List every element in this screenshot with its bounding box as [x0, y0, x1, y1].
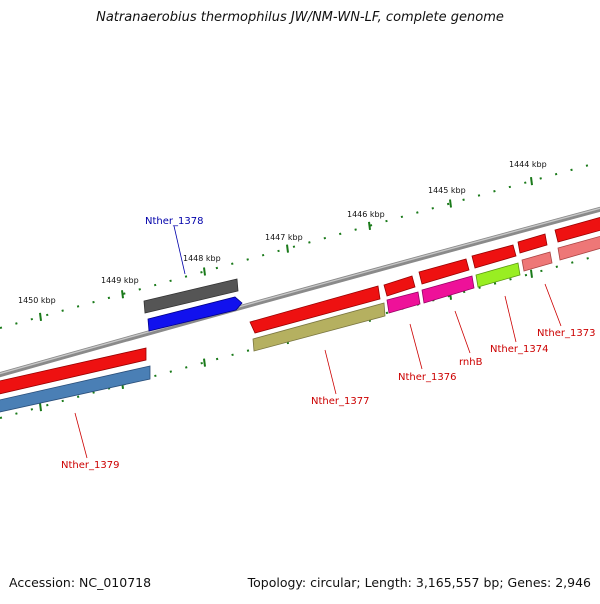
cds-nther-1376[interactable]	[386, 291, 421, 314]
cds-nther-1372[interactable]	[557, 235, 600, 261]
gene-nther-1378-grey[interactable]	[143, 278, 239, 314]
major-tick	[203, 267, 206, 276]
major-tick	[39, 403, 42, 412]
gene-label-nther-1379[interactable]: Nther_1379	[61, 460, 119, 471]
accession-text: Accession: NC_010718	[9, 575, 152, 590]
major-tick	[368, 221, 371, 231]
gene-nther-1374[interactable]	[471, 244, 517, 269]
cds-nther-1377[interactable]	[252, 302, 386, 352]
gene-label-nther-1374[interactable]: Nther_1374	[490, 344, 548, 355]
tick-label-1446: 1446 kbp	[347, 210, 385, 219]
gene-label-nther-1377[interactable]: Nther_1377	[311, 396, 369, 407]
gene-nther-1376[interactable]	[383, 275, 416, 297]
cds-nther-1379[interactable]	[0, 365, 151, 413]
major-tick	[530, 269, 533, 278]
major-tick	[449, 199, 452, 208]
cds-nther-1374[interactable]	[475, 262, 521, 288]
genome-summary-text: Topology: circular; Length: 3,165,557 bp…	[247, 575, 591, 590]
outer-ruler	[0, 161, 600, 329]
gene-label-nther-1373[interactable]: Nther_1373	[537, 328, 595, 339]
major-tick	[203, 358, 206, 367]
tick-label-1444: 1444 kbp	[509, 160, 547, 169]
genome-backbone	[0, 206, 600, 378]
gene-nther-1379[interactable]	[0, 347, 147, 395]
label-leaders	[74, 225, 562, 459]
gene-rnhb[interactable]	[418, 258, 470, 285]
gene-nther-1377[interactable]	[249, 285, 381, 334]
gene-features	[0, 216, 600, 413]
tick-label-1447: 1447 kbp	[265, 233, 303, 242]
gene-nther-1373[interactable]	[517, 233, 548, 254]
gene-labels: Nther_1379 Nther_1378 Nther_1377 Nther_1…	[61, 216, 595, 471]
gene-label-nther-1376[interactable]: Nther_1376	[398, 372, 456, 383]
major-tick	[286, 244, 289, 253]
tick-label-1445: 1445 kbp	[428, 186, 466, 195]
cds-nther-1373[interactable]	[521, 251, 553, 272]
major-tick	[530, 176, 533, 186]
tick-labels: 1450 kbp 1449 kbp 1448 kbp 1447 kbp 1446…	[18, 160, 547, 305]
tick-label-1450: 1450 kbp	[18, 296, 56, 305]
gene-label-nther-1378[interactable]: Nther_1378	[145, 216, 203, 227]
tick-label-1448: 1448 kbp	[183, 254, 221, 263]
gene-nther-1372[interactable]	[554, 216, 600, 243]
cds-rnhb[interactable]	[421, 275, 475, 304]
major-tick	[39, 312, 42, 322]
tick-label-1449: 1449 kbp	[101, 276, 139, 285]
gene-label-rnhb[interactable]: rnhB	[459, 357, 483, 368]
map-title: Natranaerobius thermophilus JW/NM-WN-LF,…	[96, 10, 504, 25]
gene-nther-1378[interactable]	[147, 296, 243, 332]
major-tick	[121, 290, 124, 299]
